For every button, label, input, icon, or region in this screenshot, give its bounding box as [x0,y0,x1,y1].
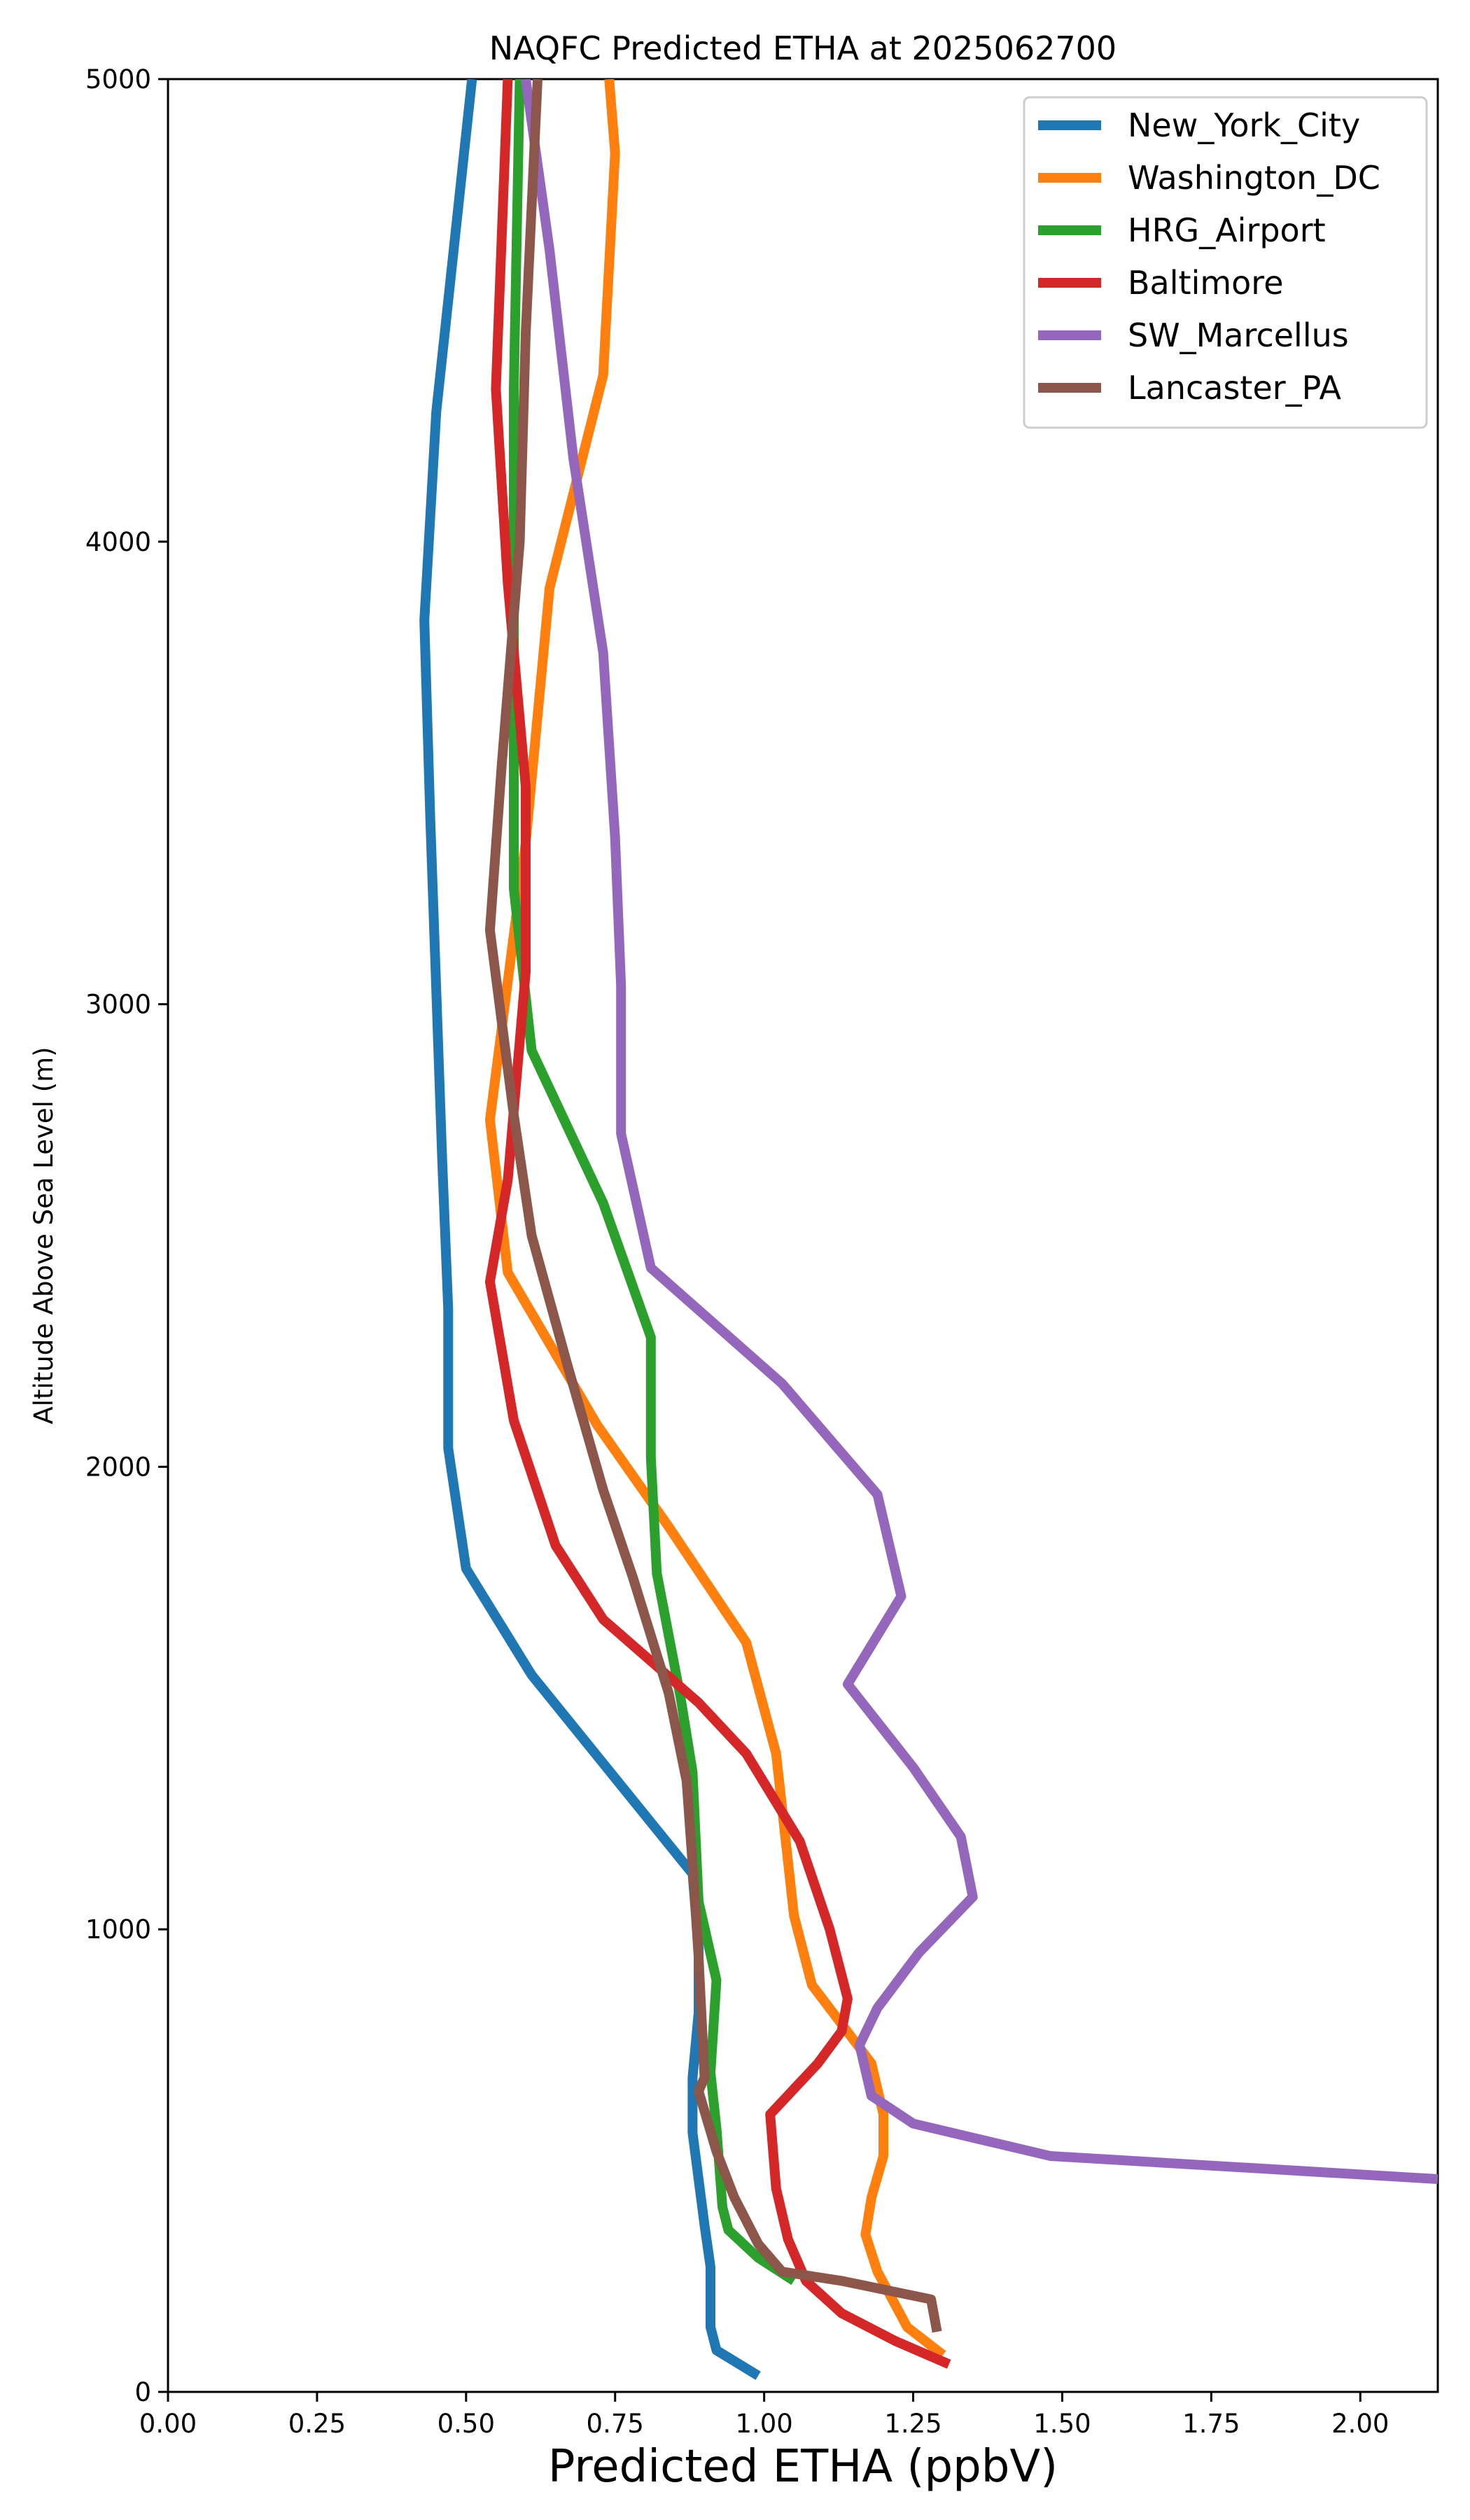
x-tick-label: 2.00 [1331,2409,1389,2439]
series-line-Washington_DC [484,79,946,2359]
legend-label-Lancaster_PA: Lancaster_PA [1128,369,1341,407]
legend-label-New_York_City: New_York_City [1128,106,1360,144]
chart-title: NAQFC Predicted ETHA at 2025062700 [489,29,1116,67]
x-tick-label: 0.25 [288,2409,346,2439]
series-line-SW_Marcellus [521,79,1438,2184]
y-tick-label: 0 [134,2377,151,2407]
legend-label-SW_Marcellus: SW_Marcellus [1128,316,1349,354]
x-tick-label: 1.25 [884,2409,941,2439]
series-line-HRG_Airport [509,79,797,2286]
y-tick-label: 3000 [85,990,151,1020]
x-tick-label: 0.00 [139,2409,197,2439]
x-tick-label: 1.75 [1182,2409,1240,2439]
legend-label-HRG_Airport: HRG_Airport [1128,211,1326,249]
legend-label-Baltimore: Baltimore [1128,264,1284,302]
legend-box [1023,96,1428,429]
y-axis-ticks: 0 1000 2000 3000 4000 5000 [85,64,168,2407]
series-line-Lancaster_PA [484,79,942,2333]
plot-area [167,78,1439,2393]
legend-label-Washington_DC: Washington_DC [1128,159,1380,197]
x-axis-label: Predicted ETHA (ppbV) [548,2441,1058,2493]
series-line-Baltimore [484,79,951,2369]
y-tick-label: 1000 [85,1914,151,1945]
x-tick-label: 0.75 [587,2409,644,2439]
y-tick-label: 4000 [85,527,151,557]
legend: New_York_City Washington_DC HRG_Airport Bal… [1023,96,1428,429]
y-tick-label: 2000 [85,1452,151,1482]
x-tick-label: 1.00 [735,2409,792,2439]
y-axis-label: Altitude Above Sea Level (m) [29,1046,59,1424]
x-tick-label: 0.50 [438,2409,495,2439]
y-tick-label: 5000 [85,64,151,94]
x-axis-ticks: 0.00 0.25 0.50 0.75 1.00 1.25 1.50 1.75 2.00 [139,2392,1389,2439]
x-tick-label: 1.50 [1033,2409,1091,2439]
series-group [419,79,1438,2380]
